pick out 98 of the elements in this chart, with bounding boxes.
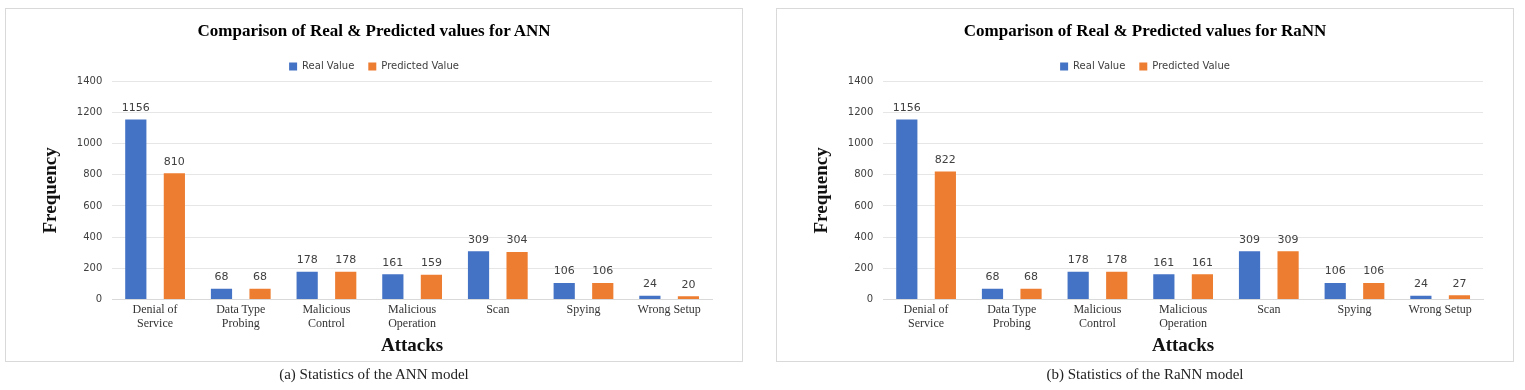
bar [553, 282, 575, 299]
x-tick-label: Malicious Control [302, 301, 351, 331]
data-label: 68 [214, 270, 229, 284]
y-tick-label: 1200 [76, 106, 103, 118]
y-tick-label: 800 [83, 168, 103, 180]
data-label: 822 [934, 152, 956, 166]
chart-title: Comparison of Real & Predicted values for RaNN [963, 20, 1327, 40]
y-tick-label: 1400 [76, 74, 103, 86]
x-tick-label: Spying [1337, 301, 1372, 316]
x-tick-label: Malicious Operation [1159, 301, 1208, 331]
y-tick-label: 0 [866, 292, 874, 304]
x-tick-label: Denial of Service [903, 301, 949, 331]
x-axis-title: Attacks [1151, 333, 1215, 355]
legend-label: Real Value [1073, 59, 1126, 71]
y-tick-label: 400 [854, 230, 874, 242]
bar [592, 282, 614, 299]
chart-title: Comparison of Real & Predicted values for ANN [197, 20, 552, 40]
bar [506, 252, 528, 299]
bar [1191, 274, 1214, 299]
bar [420, 274, 443, 299]
x-tick-label: Data Type Probing [216, 301, 266, 331]
y-tick-label: 1000 [847, 137, 874, 149]
y-axis-title: Frequency [810, 146, 832, 234]
data-label: 1156 [892, 100, 921, 114]
bar [125, 119, 147, 299]
x-tick-label: Wrong Setup [1408, 301, 1472, 316]
data-label: 161 [1191, 255, 1213, 269]
bar [1020, 288, 1042, 299]
bar [981, 288, 1004, 299]
bar [335, 271, 357, 299]
bar [163, 173, 185, 299]
bar [296, 271, 318, 299]
y-tick-label: 400 [83, 230, 103, 242]
data-label: 106 [553, 264, 575, 278]
data-label: 68 [985, 270, 1000, 284]
x-tick-label: Data Type Probing [987, 301, 1037, 331]
x-tick-label: Scan [1257, 301, 1281, 316]
data-label: 106 [592, 264, 614, 278]
bar [1277, 251, 1299, 299]
data-label: 106 [1324, 264, 1346, 278]
bar [1238, 251, 1261, 299]
y-axis-title: Frequency [39, 146, 61, 234]
bar [1324, 282, 1346, 299]
data-label: 68 [253, 270, 268, 284]
bar [467, 251, 490, 299]
bar [896, 119, 918, 299]
data-label: 810 [163, 154, 185, 168]
x-tick-label: Malicious Control [1073, 301, 1122, 331]
y-tick-label: 200 [854, 261, 874, 273]
text: (b) Statistics of the RaNN model [1045, 366, 1245, 383]
y-tick-label: 1200 [847, 106, 874, 118]
y-tick-label: 200 [83, 261, 103, 273]
y-tick-label: 600 [854, 199, 874, 211]
data-label: 178 [1067, 253, 1089, 267]
bar [1363, 282, 1385, 299]
y-tick-label: 0 [95, 292, 103, 304]
y-tick-label: 1400 [847, 74, 874, 86]
data-label: 309 [468, 232, 490, 246]
data-label: 178 [296, 253, 318, 267]
bar [677, 296, 700, 299]
legend-label: Predicted Value [1152, 59, 1230, 71]
data-label: 106 [1363, 264, 1385, 278]
data-label: 24 [642, 277, 657, 291]
x-tick-label: Spying [566, 301, 601, 316]
data-label: 68 [1024, 270, 1039, 284]
legend-label: Real Value [302, 59, 355, 71]
data-label: 1156 [121, 100, 150, 114]
bar [1106, 271, 1128, 299]
y-tick-label: 1000 [76, 137, 103, 149]
y-tick-label: 600 [83, 199, 103, 211]
x-tick-label: Malicious Operation [388, 301, 437, 331]
data-label: 24 [1413, 277, 1428, 291]
bar [1067, 271, 1089, 299]
data-label: 161 [1153, 255, 1175, 269]
x-tick-label: Denial of Service [132, 301, 178, 331]
legend-label: Predicted Value [381, 59, 459, 71]
data-label: 178 [1106, 253, 1128, 267]
y-tick-label: 800 [854, 168, 874, 180]
bar [934, 171, 956, 299]
bar [1448, 295, 1471, 299]
data-label: 161 [382, 255, 404, 269]
bar [249, 288, 271, 299]
data-label: 309 [1277, 232, 1299, 246]
x-tick-label: Scan [486, 301, 510, 316]
bar [210, 288, 233, 299]
data-label: 159 [420, 256, 442, 269]
data-label: 20 [681, 277, 696, 291]
bar [1153, 274, 1175, 299]
bar [1410, 295, 1432, 299]
bar [639, 295, 661, 299]
data-label: 309 [1239, 232, 1261, 246]
x-axis-title: Attacks [380, 333, 444, 355]
data-label: 27 [1452, 276, 1467, 290]
bar [382, 274, 404, 299]
x-tick-label: Wrong Setup [637, 301, 701, 316]
data-label: 304 [506, 233, 528, 247]
data-label: 178 [335, 253, 357, 267]
text: (a) Statistics of the ANN model [278, 366, 470, 383]
